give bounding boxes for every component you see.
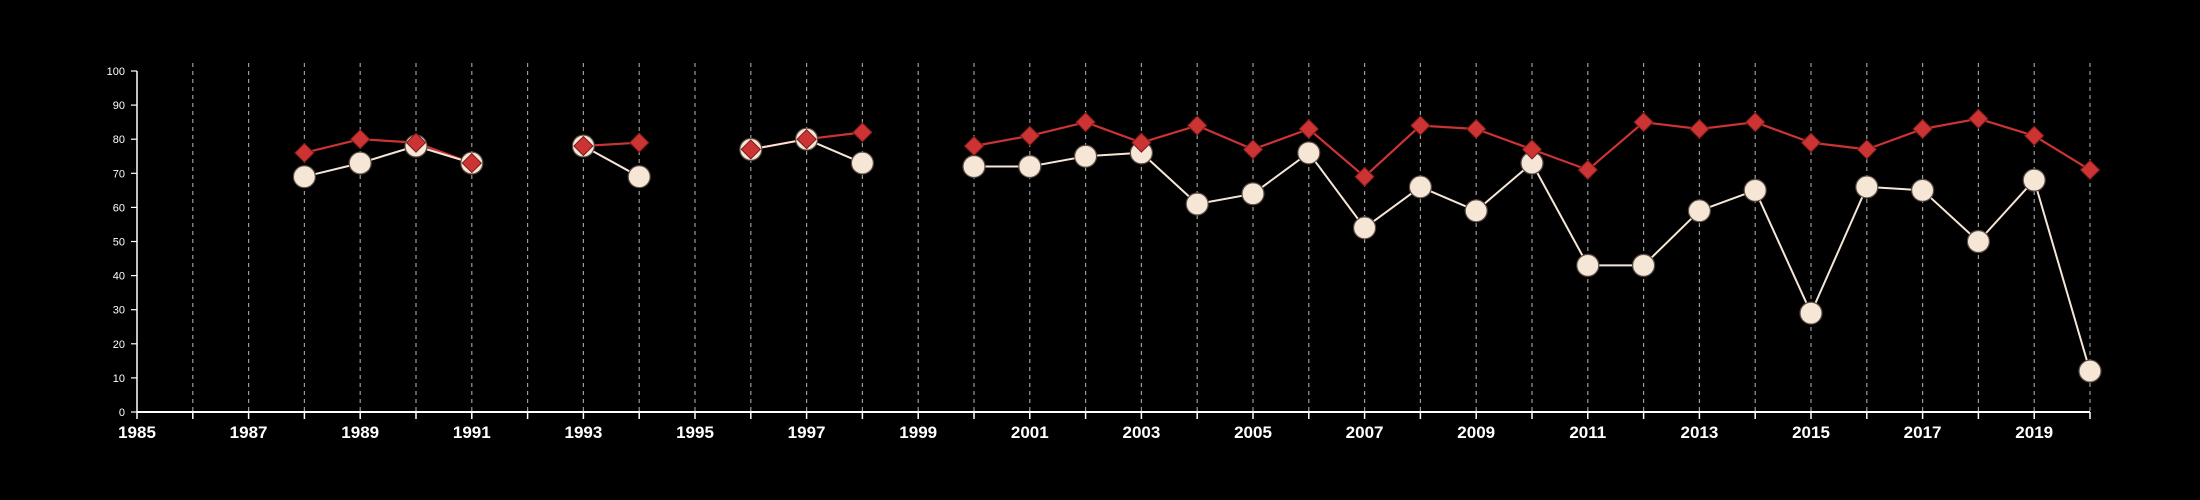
data-point-circle (850, 151, 875, 175)
data-point-diamond (1298, 118, 1320, 140)
data-point-diamond (1744, 111, 1766, 133)
data-point-diamond (1242, 139, 1264, 160)
y-tick-label: 80 (113, 134, 125, 146)
data-point-circle (292, 165, 316, 189)
y-tick-label: 20 (113, 339, 125, 351)
data-point-circle (1910, 178, 1935, 202)
data-point-circle (2078, 359, 2102, 383)
data-point-circle (2022, 168, 2046, 192)
series-line-segment (304, 138, 473, 165)
data-point-diamond (1354, 166, 1375, 187)
series-2-markers (292, 127, 2102, 383)
y-tick-label: 30 (113, 305, 125, 317)
data-point-diamond (573, 135, 594, 157)
series-layer (292, 108, 2102, 383)
data-point-diamond (1800, 132, 1822, 153)
data-point-diamond (2023, 125, 2045, 146)
x-tick-label: 2019 (2015, 423, 2053, 442)
data-point-diamond (1633, 111, 1654, 133)
data-point-diamond (1968, 108, 1989, 129)
y-tick-label: 50 (113, 237, 125, 249)
data-point-circle (1241, 182, 1265, 206)
data-point-diamond (349, 128, 371, 150)
data-point-circle (962, 154, 986, 179)
data-point-circle (1073, 144, 1098, 168)
data-point-diamond (796, 128, 817, 150)
data-point-diamond (461, 152, 483, 174)
data-point-circle (1185, 192, 1209, 216)
data-point-diamond (740, 139, 762, 160)
x-tick-label: 1995 (676, 423, 714, 442)
series-line-segment (304, 145, 473, 178)
x-axis-ticks: 1985 1987 1989 1991 1993 1995 1997 1999 2001 2003… (118, 412, 2091, 442)
x-tick-label: 1987 (230, 423, 268, 442)
data-point-circle (1018, 154, 1042, 179)
y-tick-label: 70 (113, 168, 125, 180)
y-tick-label: 100 (107, 66, 125, 78)
axes (136, 71, 2090, 413)
data-point-diamond (1577, 159, 1599, 181)
y-tick-label: 0 (119, 407, 125, 419)
data-point-circle (1408, 175, 1433, 199)
data-point-diamond (405, 132, 427, 153)
x-tick-label: 2009 (1457, 423, 1495, 442)
y-tick-label: 40 (113, 271, 125, 283)
data-point-circle (1855, 175, 1879, 199)
data-point-diamond (1912, 118, 1933, 140)
data-point-circle (1743, 178, 1767, 202)
x-tick-label: 2011 (1569, 423, 1606, 442)
data-point-circle (1352, 216, 1377, 240)
data-point-circle (1799, 301, 1823, 325)
data-point-circle (1576, 253, 1600, 277)
y-tick-label: 60 (113, 202, 125, 214)
series-1-markers (294, 108, 2101, 187)
data-point-circle (627, 165, 651, 189)
x-tick-label: 1997 (788, 423, 826, 442)
x-tick-label: 1999 (899, 423, 937, 442)
y-tick-label: 90 (113, 100, 125, 112)
data-point-diamond (1856, 139, 1878, 160)
data-point-diamond (963, 135, 985, 157)
y-tick-label: 10 (113, 373, 125, 385)
data-point-diamond (1410, 115, 1431, 136)
data-point-circle (1966, 229, 1991, 254)
data-point-diamond (294, 142, 315, 164)
x-tick-label: 2001 (1011, 423, 1049, 442)
data-point-circle (1464, 199, 1488, 223)
x-tick-label: 2013 (1680, 423, 1718, 442)
data-point-circle (348, 151, 372, 175)
x-tick-label: 2007 (1346, 423, 1384, 442)
data-point-diamond (2079, 159, 2101, 181)
data-point-diamond (1019, 125, 1041, 146)
data-point-diamond (1075, 111, 1096, 133)
data-point-circle (1631, 253, 1656, 277)
vertical-gridlines (192, 63, 2091, 412)
x-tick-label: 2003 (1122, 423, 1160, 442)
data-point-diamond (852, 122, 873, 143)
x-tick-label: 2017 (1904, 423, 1942, 442)
data-point-circle (1297, 141, 1321, 165)
data-point-diamond (628, 132, 650, 153)
data-point-diamond (1521, 139, 1543, 160)
data-point-diamond (1131, 132, 1152, 153)
data-point-circle (1687, 199, 1712, 223)
x-tick-label: 2005 (1234, 423, 1272, 442)
data-point-diamond (1186, 115, 1208, 136)
x-tick-label: 1989 (341, 423, 379, 442)
data-point-diamond (1689, 118, 1710, 140)
y-axis-ticks: 0 10 20 30 40 50 60 70 80 90 100 (107, 66, 137, 419)
x-tick-label: 2015 (1792, 423, 1830, 442)
x-tick-label: 1991 (453, 423, 491, 442)
x-tick-label: 1985 (118, 423, 156, 442)
x-tick-label: 1993 (564, 423, 602, 442)
data-point-diamond (1465, 118, 1487, 140)
